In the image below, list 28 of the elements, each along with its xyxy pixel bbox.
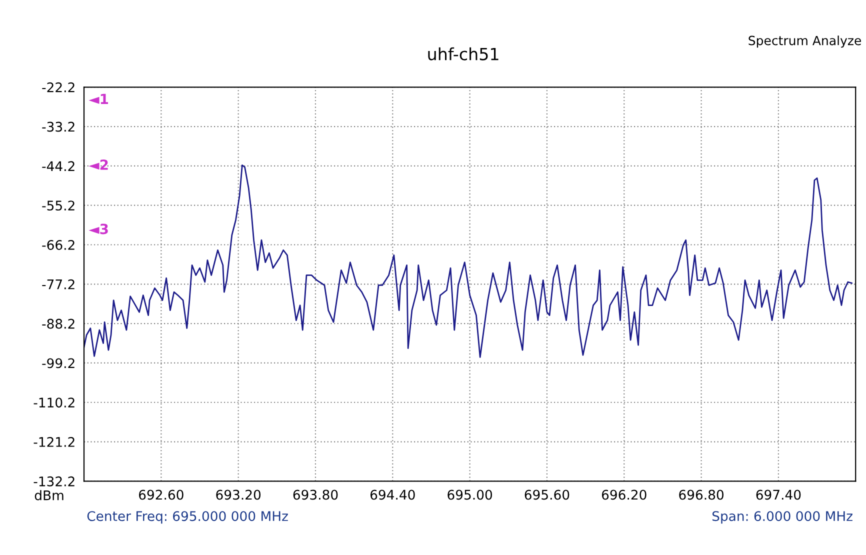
x-tick-label: 692.60 bbox=[139, 490, 184, 500]
text: Span: 6.000 000 MHz bbox=[712, 511, 852, 524]
x-tick-label: 696.20 bbox=[602, 490, 646, 500]
y-tick-label: -33.2 bbox=[42, 122, 74, 132]
y-axis-title: dBm bbox=[34, 490, 64, 500]
annotation: ◄3 bbox=[88, 224, 108, 234]
x-tick-label: 693.20 bbox=[216, 490, 261, 500]
y-tick-label: -77.2 bbox=[42, 279, 74, 290]
y-tick-label: -44.2 bbox=[42, 161, 74, 171]
x-tick-label: 695.60 bbox=[524, 490, 570, 500]
annotation: ◄2 bbox=[88, 159, 108, 170]
y-tick-label: -99.2 bbox=[42, 358, 74, 368]
text: Center Freq: 695.000 000 MHz bbox=[87, 511, 288, 524]
y-tick-label: -121.2 bbox=[34, 437, 74, 447]
y-tick-label: -22.2 bbox=[42, 82, 74, 92]
y-tick-label: -110.2 bbox=[34, 398, 74, 408]
x-tick-label: 693.80 bbox=[293, 490, 338, 500]
x-tick-label: 697.40 bbox=[756, 490, 801, 500]
annotation: ◄1 bbox=[88, 94, 108, 104]
text: Spectrum Analyze bbox=[748, 36, 862, 48]
y-tick-label: -132.2 bbox=[34, 476, 74, 486]
y-tick-label: -88.2 bbox=[42, 318, 74, 329]
x-tick-label: 694.40 bbox=[370, 490, 415, 500]
y-tick-label: -55.2 bbox=[42, 200, 74, 211]
chart-title: uhf-ch51 bbox=[428, 47, 498, 60]
y-tick-label: -66.2 bbox=[42, 240, 74, 250]
x-tick-label: 696.80 bbox=[679, 490, 724, 500]
x-tick-label: 695.00 bbox=[448, 490, 492, 500]
